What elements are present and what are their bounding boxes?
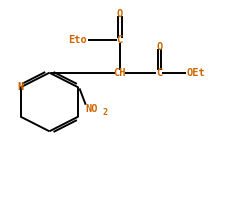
Text: NO: NO: [86, 104, 98, 114]
Text: OEt: OEt: [187, 68, 206, 78]
Text: N: N: [17, 82, 24, 92]
Text: C: C: [156, 68, 163, 78]
Text: Eto: Eto: [68, 35, 87, 45]
Text: O: O: [117, 9, 123, 19]
Text: CH: CH: [114, 68, 126, 78]
Text: 2: 2: [103, 108, 108, 117]
Text: O: O: [156, 42, 163, 52]
Text: C: C: [117, 35, 123, 45]
